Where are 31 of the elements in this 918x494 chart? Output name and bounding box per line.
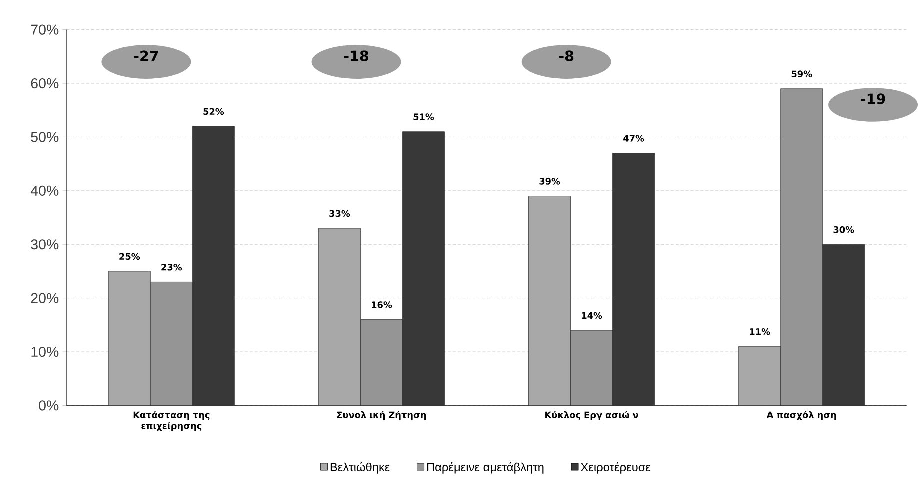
- legend-label: Βελτιώθηκε: [330, 462, 390, 474]
- data-label: 39%: [540, 178, 560, 185]
- y-tick-label: 20%: [31, 293, 59, 304]
- data-label: 14%: [582, 312, 602, 320]
- y-tick-label: 70%: [31, 24, 59, 35]
- y-tick-label: 60%: [31, 78, 59, 88]
- data-label: 59%: [792, 70, 812, 78]
- y-tick-label: 30%: [31, 239, 59, 250]
- data-label: 33%: [330, 210, 350, 217]
- x-tick-label: Α πασχόλ ηση: [766, 411, 836, 420]
- data-label: 23%: [162, 264, 182, 271]
- annotation: -27: [134, 50, 158, 62]
- annotation: -19: [861, 94, 886, 104]
- data-label: 25%: [120, 253, 140, 260]
- y-tick-label: 40%: [30, 186, 59, 196]
- x-tick-label: Κύκλος Εργ ασιώ ν: [546, 411, 638, 420]
- x-tick-label: Συνολ ική Ζήτηση: [337, 411, 426, 420]
- annotation: -18: [344, 50, 369, 62]
- y-tick-label: 0%: [39, 400, 59, 411]
- data-label: 47%: [624, 135, 644, 142]
- legend-label: Παρέμεινε αμετάβλητη: [427, 462, 544, 474]
- legend-label: Χειροτέρευσε: [580, 462, 651, 474]
- x-tick-label: Κατάσταση της επιχείρησης: [134, 411, 210, 431]
- annotation: -8: [559, 50, 574, 62]
- y-tick-label: 50%: [31, 132, 59, 142]
- y-tick-label: 10%: [32, 346, 59, 357]
- data-label: 52%: [204, 108, 224, 115]
- data-label: 51%: [414, 114, 434, 120]
- data-label: 16%: [372, 302, 392, 308]
- data-label: 11%: [750, 328, 770, 336]
- data-label: 30%: [834, 226, 854, 234]
